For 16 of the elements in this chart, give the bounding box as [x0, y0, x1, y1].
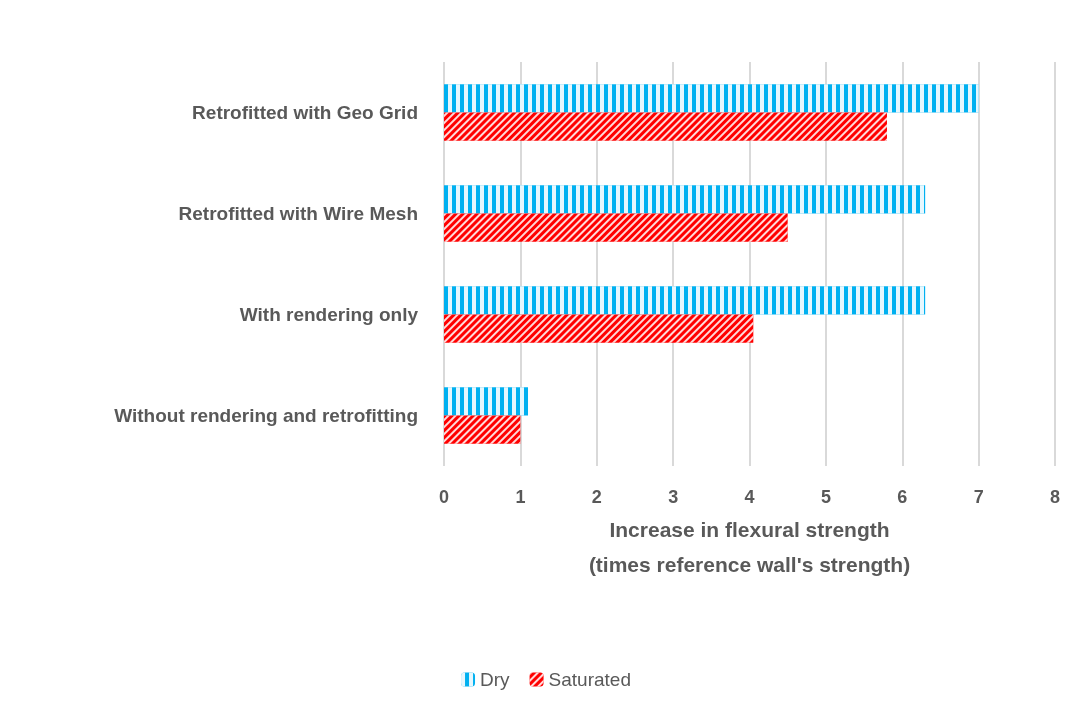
x-tick-label: 2 [591, 487, 602, 507]
x-tick-label: 0 [438, 487, 450, 507]
x-tick-label: 5 [820, 487, 831, 507]
x-tick-label: 7 [973, 487, 984, 507]
y-tick-label: Without rendering and retrofitting [114, 405, 418, 426]
x-tick-label: 1 [515, 487, 526, 507]
x-tick-label: 6 [897, 487, 908, 507]
x-tick-label: 4 [744, 487, 755, 507]
legend-label: Dry [480, 669, 511, 690]
y-tick-label: Retrofitted with Geo Grid [192, 102, 418, 123]
y-tick-label: With rendering only [239, 304, 419, 325]
x-tick-label: 8 [1049, 487, 1061, 507]
x-axis-title: Increase in flexural strength (times reference wall's strength) [588, 518, 911, 576]
x-tick-label: 3 [668, 487, 679, 507]
y-tick-label: Retrofitted with Wire Mesh [178, 203, 418, 224]
legend-label: Saturated [548, 669, 631, 690]
